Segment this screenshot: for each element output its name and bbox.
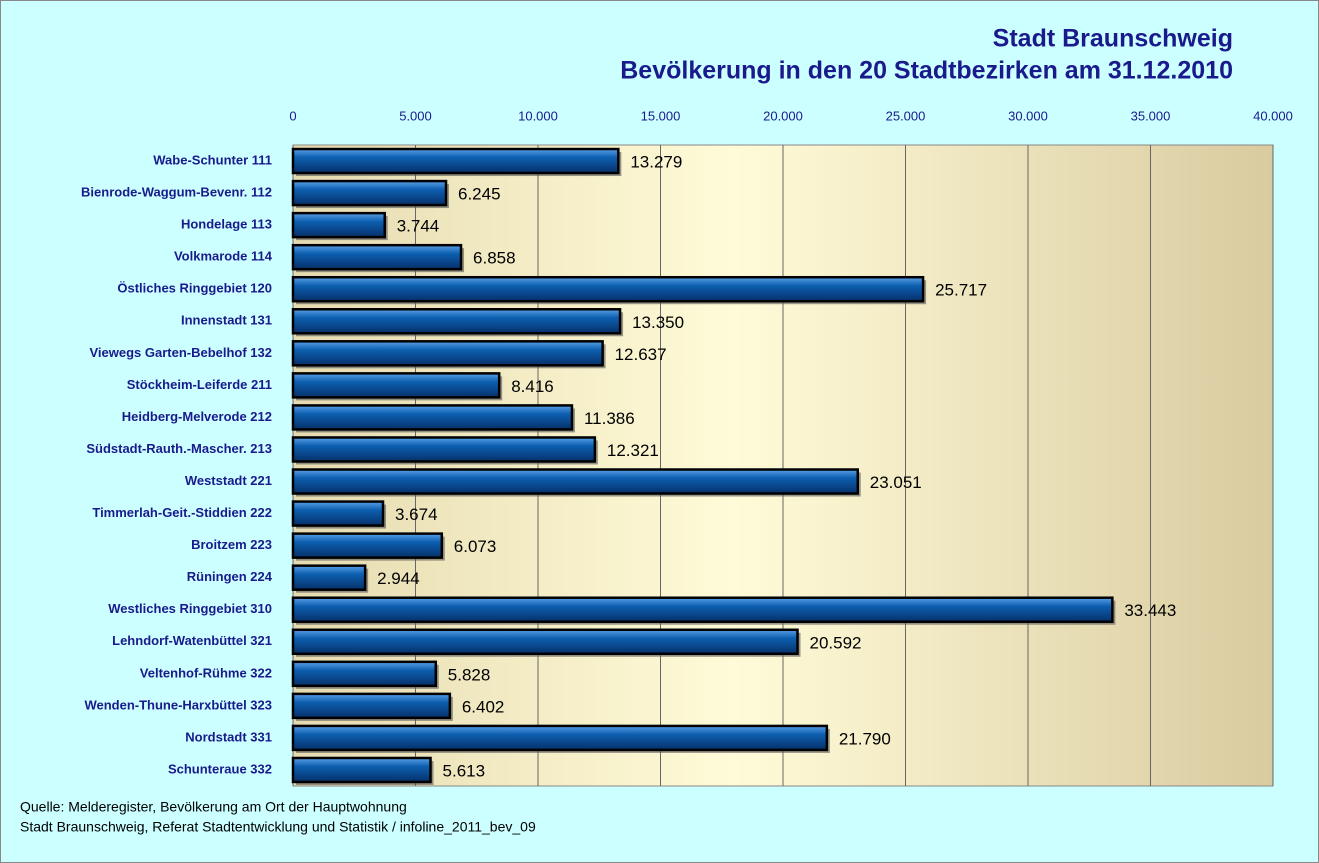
bar [291, 243, 463, 271]
source-note: Stadt Braunschweig, Referat Stadtentwick… [20, 819, 536, 835]
x-tick-label: 0 [289, 108, 296, 123]
y-tick-label: Schunteraue 332 [168, 761, 272, 776]
bar [291, 692, 452, 720]
data-label: 6.245 [458, 185, 501, 204]
data-label: 3.674 [395, 505, 438, 524]
chart-subtitle: Bevölkerung in den 20 Stadtbezirken am 3… [620, 57, 1233, 85]
data-label: 2.944 [377, 569, 420, 588]
bar [291, 436, 597, 463]
bar [291, 468, 859, 495]
y-tick-label: Timmerlah-Geit.-Stiddien 222 [92, 505, 272, 520]
data-label: 6.402 [462, 697, 505, 716]
x-tick-label: 35.000 [1131, 108, 1171, 123]
x-tick-label: 5.000 [399, 108, 432, 123]
x-tick-label: 40.000 [1253, 108, 1293, 123]
y-tick-label: Veltenhof-Rühme 322 [140, 665, 272, 680]
bar [291, 628, 799, 656]
data-label: 21.790 [839, 729, 891, 748]
data-label: 12.637 [615, 345, 667, 364]
y-tick-label: Heidberg-Melverode 212 [122, 409, 272, 424]
bar [291, 275, 925, 303]
data-label: 23.051 [870, 473, 922, 492]
y-tick-label: Wenden-Thune-Harxbüttel 323 [84, 697, 272, 712]
y-tick-label: Südstadt-Rauth.-Mascher. 213 [86, 441, 272, 456]
y-tick-label: Hondelage 113 [181, 217, 272, 232]
y-tick-label: Östliches Ringgebiet 120 [117, 281, 272, 296]
y-tick-label: Broitzem 223 [191, 537, 272, 552]
y-tick-label: Bienrode-Waggum-Bevenr. 112 [81, 185, 272, 200]
x-tick-label: 25.000 [886, 108, 926, 123]
y-tick-label: Weststadt 221 [185, 473, 272, 488]
y-tick-label: Viewegs Garten-Bebelhof 132 [89, 345, 272, 360]
y-tick-label: Lehndorf-Watenbüttel 321 [112, 633, 272, 648]
y-tick-label: Rüningen 224 [187, 569, 273, 584]
y-tick-label: Wabe-Schunter 111 [153, 152, 272, 167]
data-label: 8.416 [511, 377, 554, 396]
y-tick-label: Nordstadt 331 [185, 729, 272, 744]
x-tick-label: 30.000 [1008, 108, 1048, 123]
data-label: 3.744 [397, 217, 440, 236]
bar [291, 596, 1114, 623]
data-label: 6.073 [454, 537, 497, 556]
bar [291, 532, 444, 559]
chart-title: Stadt Braunschweig [993, 25, 1233, 53]
data-label: 13.350 [632, 313, 684, 332]
bar [291, 147, 620, 175]
data-label: 12.321 [607, 441, 659, 460]
bar [291, 179, 448, 207]
source-note: Quelle: Melderegister, Bevölkerung am Or… [20, 799, 407, 815]
y-tick-label: Innenstadt 131 [181, 313, 272, 328]
bar [291, 756, 432, 784]
bar [291, 660, 438, 688]
y-tick-label: Stöckheim-Leiferde 211 [127, 377, 272, 392]
bar [291, 404, 574, 431]
data-label: 6.858 [473, 249, 516, 268]
data-label: 20.592 [810, 633, 862, 652]
data-label: 33.443 [1124, 601, 1176, 620]
y-tick-label: Volkmarode 114 [174, 249, 273, 264]
x-tick-label: 10.000 [518, 108, 558, 123]
bar [291, 372, 501, 399]
bar [291, 500, 385, 527]
bar [291, 564, 367, 591]
y-tick-label: Westliches Ringgebiet 310 [108, 601, 272, 616]
bar [291, 308, 622, 335]
x-tick-label: 20.000 [763, 108, 803, 123]
data-label: 13.279 [630, 153, 682, 172]
data-label: 5.613 [443, 761, 486, 780]
x-tick-label: 15.000 [641, 108, 681, 123]
bar [291, 340, 604, 367]
bar [291, 724, 829, 752]
data-label: 25.717 [935, 281, 987, 300]
data-label: 11.386 [584, 409, 635, 428]
data-label: 5.828 [448, 665, 491, 684]
bar [291, 211, 386, 239]
